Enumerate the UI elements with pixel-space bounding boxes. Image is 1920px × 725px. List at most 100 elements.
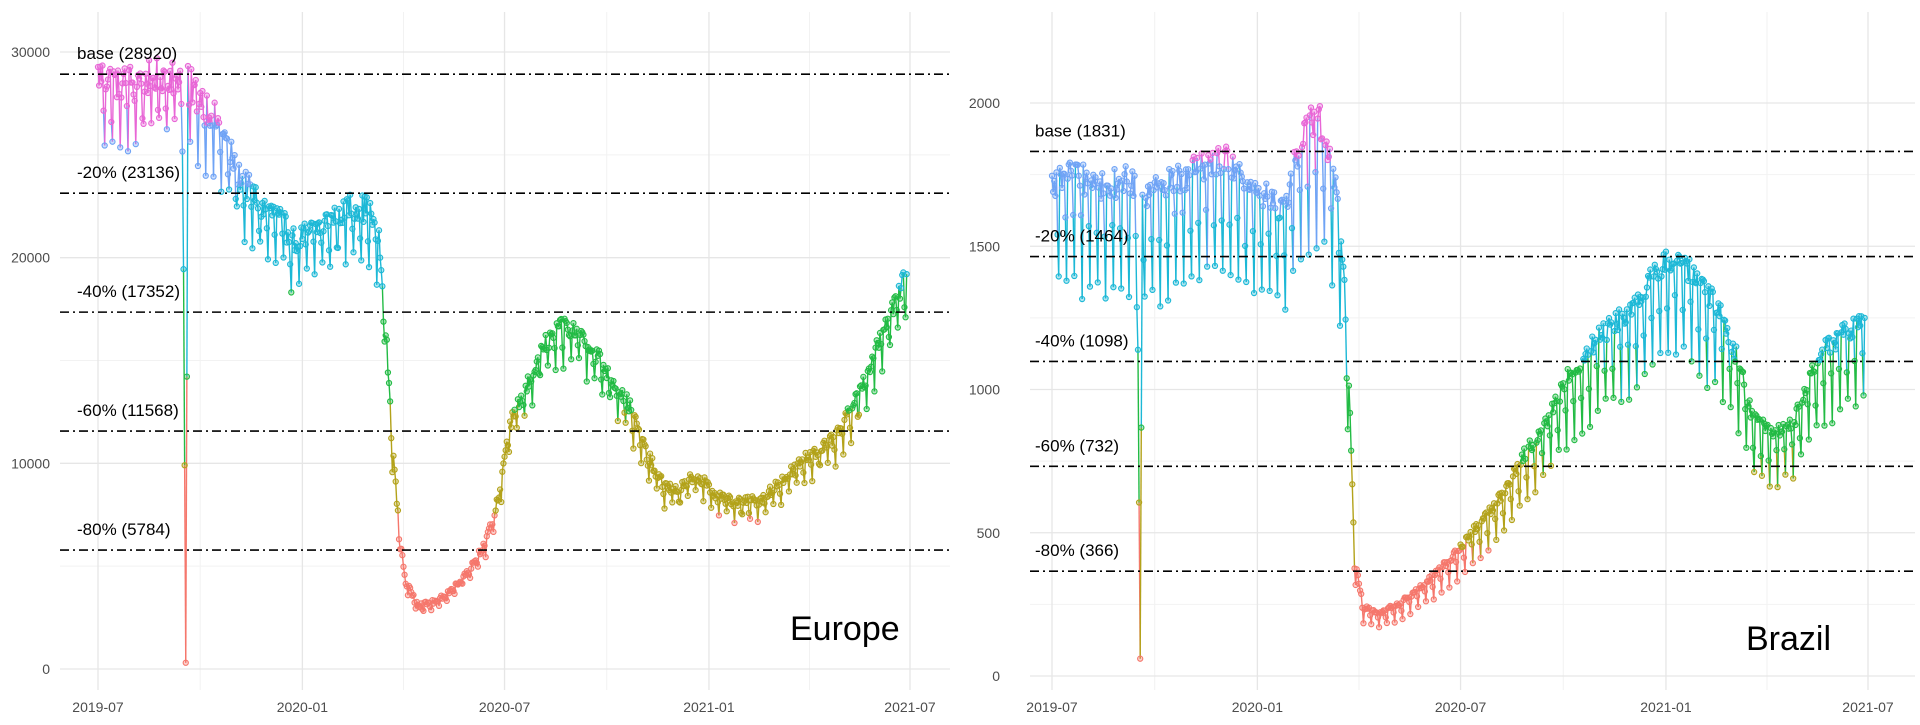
series-segment — [212, 102, 216, 177]
x-tick-label: 2020-07 — [479, 699, 531, 715]
series-segment — [381, 286, 385, 322]
data-point — [1749, 444, 1757, 451]
data-point — [1828, 370, 1835, 377]
data-point — [1733, 343, 1740, 350]
x-tick-label: 2021-01 — [1640, 699, 1692, 715]
data-point — [1516, 502, 1523, 509]
data-point — [139, 115, 146, 122]
data-point — [645, 477, 653, 484]
data-point — [596, 350, 604, 358]
data-point — [183, 373, 191, 380]
series-segment — [1292, 151, 1295, 271]
series-segment — [201, 90, 205, 118]
series-segment — [494, 499, 498, 511]
data-point — [1694, 270, 1701, 277]
data-point — [1075, 172, 1082, 179]
data-point — [800, 469, 807, 476]
series-segment — [1190, 160, 1194, 277]
data-point — [208, 112, 215, 119]
data-point — [570, 320, 577, 327]
data-point — [255, 227, 263, 235]
series-segment — [1176, 165, 1179, 187]
data-point — [1414, 603, 1422, 611]
data-point — [572, 332, 579, 339]
data-point — [1118, 285, 1125, 292]
series-segment — [182, 269, 186, 466]
data-point — [610, 377, 617, 385]
data-point — [401, 571, 408, 578]
reference-line-label: -20% (1464) — [1035, 227, 1129, 246]
data-point — [1628, 311, 1635, 318]
data-point — [525, 383, 533, 390]
data-point — [1413, 593, 1421, 600]
data-point — [257, 238, 264, 245]
data-point — [1064, 175, 1071, 182]
series-segment — [1351, 484, 1355, 523]
data-point — [1312, 169, 1319, 176]
data-point — [1225, 166, 1232, 173]
data-point — [1240, 185, 1248, 192]
data-point — [1507, 495, 1514, 503]
data-point — [198, 103, 205, 110]
series-segment — [1237, 164, 1241, 280]
data-point — [660, 490, 667, 498]
data-point — [1797, 451, 1805, 458]
data-point — [1249, 228, 1257, 235]
data-point — [1406, 598, 1413, 606]
series-segment — [1719, 305, 1723, 349]
series-segment — [307, 230, 310, 234]
data-point — [505, 448, 513, 456]
data-point — [1172, 279, 1180, 286]
data-point — [1842, 325, 1849, 333]
series-segment — [1823, 340, 1827, 426]
data-point — [1632, 343, 1639, 350]
series-segment — [1698, 282, 1702, 376]
data-point — [443, 597, 450, 605]
data-point — [692, 486, 699, 494]
data-point — [1460, 554, 1468, 561]
series-segment — [1645, 287, 1648, 297]
data-point — [1080, 161, 1087, 168]
data-point — [620, 397, 627, 405]
data-point — [154, 106, 162, 114]
series-segment — [376, 240, 379, 285]
series-segment — [1104, 185, 1108, 299]
data-point — [638, 460, 645, 467]
data-point — [1618, 398, 1625, 406]
series-segment — [1078, 175, 1081, 186]
data-point — [1343, 375, 1350, 382]
series-segment — [145, 73, 148, 84]
data-point — [591, 375, 598, 382]
data-point — [1235, 276, 1242, 283]
series-segment — [1563, 389, 1567, 411]
series-segment — [1151, 190, 1155, 290]
series-segment — [402, 566, 406, 575]
series-segment — [702, 477, 706, 502]
data-point — [1161, 186, 1168, 194]
series-segment — [1143, 197, 1147, 297]
data-point — [263, 225, 270, 232]
series-segment — [599, 353, 602, 380]
data-point — [1499, 510, 1507, 517]
data-point — [1358, 590, 1365, 598]
data-point — [743, 499, 750, 507]
data-point — [723, 508, 730, 515]
data-point — [325, 247, 333, 254]
data-point — [746, 515, 754, 522]
series-segment — [1348, 385, 1351, 413]
data-point — [378, 267, 385, 274]
data-point — [1179, 209, 1186, 216]
series-segment — [1636, 294, 1639, 388]
series-segment — [637, 427, 640, 431]
data-point — [339, 219, 346, 227]
y-tick-label: 1500 — [969, 238, 1000, 254]
data-point — [1469, 559, 1476, 567]
data-point — [393, 500, 400, 507]
data-point — [1745, 403, 1752, 410]
data-point — [1809, 362, 1816, 369]
series-segment — [1218, 166, 1222, 174]
series-segment — [1573, 372, 1577, 441]
series-segment — [1761, 419, 1764, 476]
data-point — [1113, 186, 1120, 193]
x-tick-label: 2021-07 — [884, 699, 936, 715]
